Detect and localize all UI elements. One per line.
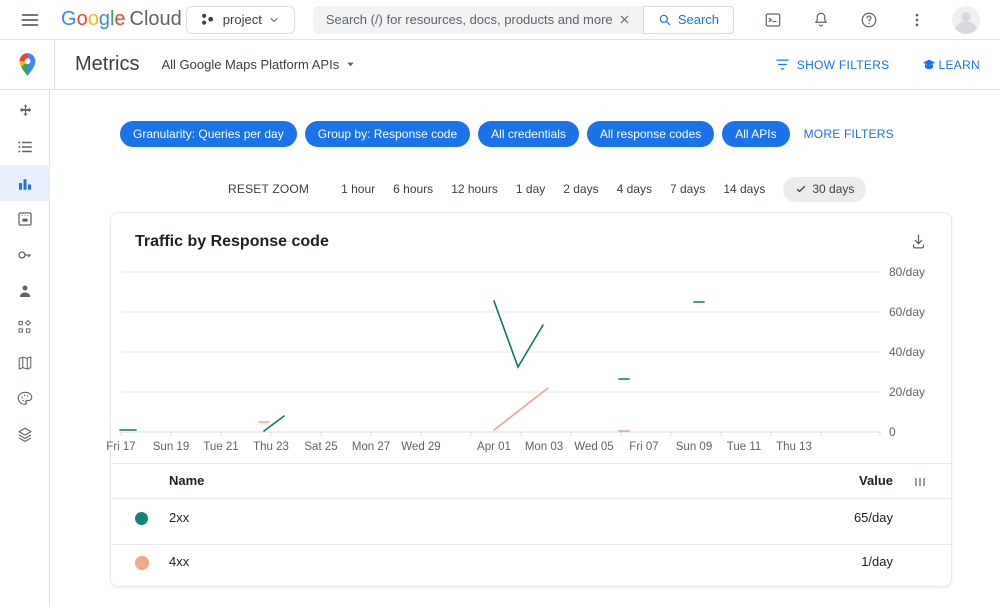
- svg-text:Tue 21: Tue 21: [203, 441, 238, 453]
- svg-text:Fri 17: Fri 17: [106, 441, 135, 453]
- svg-text:Sun 19: Sun 19: [153, 441, 189, 453]
- svg-text:Fri 07: Fri 07: [629, 441, 658, 453]
- svg-text:Mon 03: Mon 03: [525, 441, 563, 453]
- svg-text:Wed 05: Wed 05: [574, 441, 613, 453]
- svg-text:0: 0: [889, 425, 896, 439]
- svg-text:40/day: 40/day: [889, 345, 925, 359]
- svg-text:20/day: 20/day: [889, 385, 925, 399]
- svg-text:Tue 11: Tue 11: [727, 441, 762, 453]
- svg-text:Thu 23: Thu 23: [253, 441, 289, 453]
- svg-text:Sat 25: Sat 25: [304, 441, 337, 453]
- svg-text:Mon 27: Mon 27: [352, 441, 390, 453]
- svg-text:Sun 09: Sun 09: [676, 441, 712, 453]
- svg-text:80/day: 80/day: [889, 265, 925, 279]
- svg-text:Apr 01: Apr 01: [477, 441, 511, 453]
- svg-text:Wed 29: Wed 29: [401, 441, 440, 453]
- svg-text:Thu 13: Thu 13: [776, 441, 812, 453]
- svg-text:60/day: 60/day: [889, 305, 925, 319]
